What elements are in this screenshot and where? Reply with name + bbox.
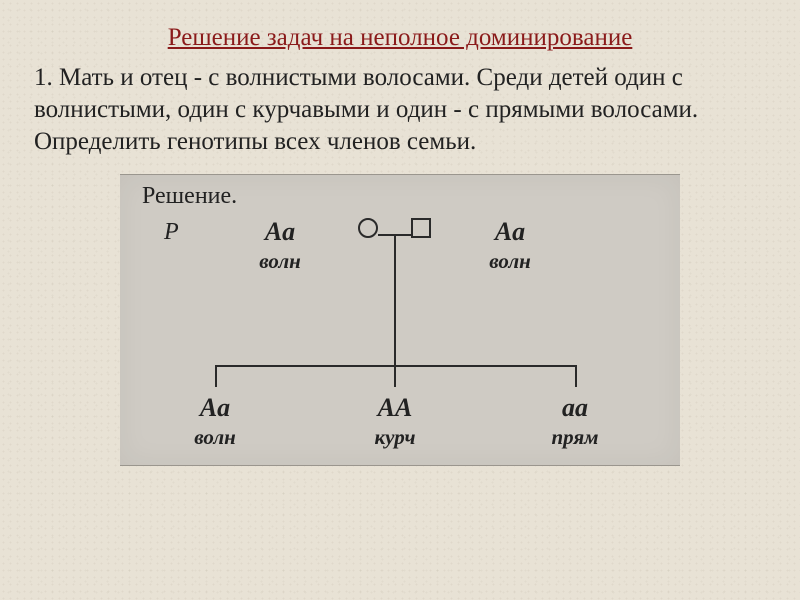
female-symbol-icon [357, 217, 379, 239]
mother-phenotype: волн [240, 249, 320, 274]
problem-text: 1. Мать и отец - с волнистыми волосами. … [34, 62, 766, 158]
child-3-genotype: aa [545, 393, 605, 423]
child-3-phenotype: прям [535, 425, 615, 450]
generation-p-label: P [164, 219, 179, 246]
drop-line-1 [215, 365, 217, 387]
drop-line-3 [575, 365, 577, 387]
slide-title: Решение задач на неполное доминирование [34, 24, 766, 52]
child-1-genotype: Aa [185, 393, 245, 423]
descent-line [394, 235, 396, 365]
pedigree-diagram: Решение. P Aa волн Aa волн [120, 174, 680, 466]
solution-label: Решение. [142, 183, 237, 210]
drop-line-2 [394, 365, 396, 387]
child-2-phenotype: курч [355, 425, 435, 450]
male-symbol-icon [410, 217, 432, 239]
father-genotype: Aa [480, 217, 540, 247]
father-phenotype: волн [470, 249, 550, 274]
mother-genotype: Aa [250, 217, 310, 247]
child-2-genotype: AA [365, 393, 425, 423]
child-1-phenotype: волн [175, 425, 255, 450]
